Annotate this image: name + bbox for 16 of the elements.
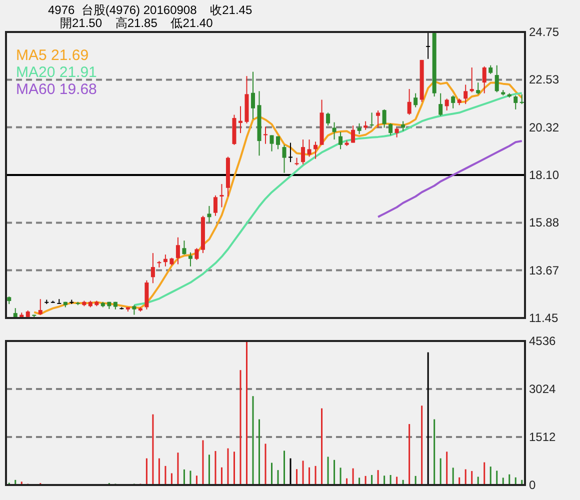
y-tick-label: 0 <box>529 478 536 492</box>
chart-title: 4976 台股(4976) 20160908 收21.45 <box>48 3 252 17</box>
text: MA5 21.69 <box>16 47 89 64</box>
y-tick-label: 18.10 <box>529 168 560 182</box>
y-tick-label: 20.32 <box>529 120 560 134</box>
chart-subtitle: 開21.50 高21.85 低21.40 <box>60 16 214 30</box>
y-tick-label: 24.75 <box>529 25 560 39</box>
text: MA20 21.91 <box>16 64 97 81</box>
y-tick-label: 13.67 <box>529 263 560 278</box>
y-tick-label: 1512 <box>529 430 556 444</box>
y-tick-label: 4536 <box>529 334 556 348</box>
text: MA60 19.68 <box>16 81 97 98</box>
y-tick-label: 3024 <box>529 382 556 396</box>
y-tick-label: 15.88 <box>529 216 560 230</box>
y-tick-label: 22.53 <box>529 72 560 87</box>
y-tick-label: 11.45 <box>529 311 558 325</box>
